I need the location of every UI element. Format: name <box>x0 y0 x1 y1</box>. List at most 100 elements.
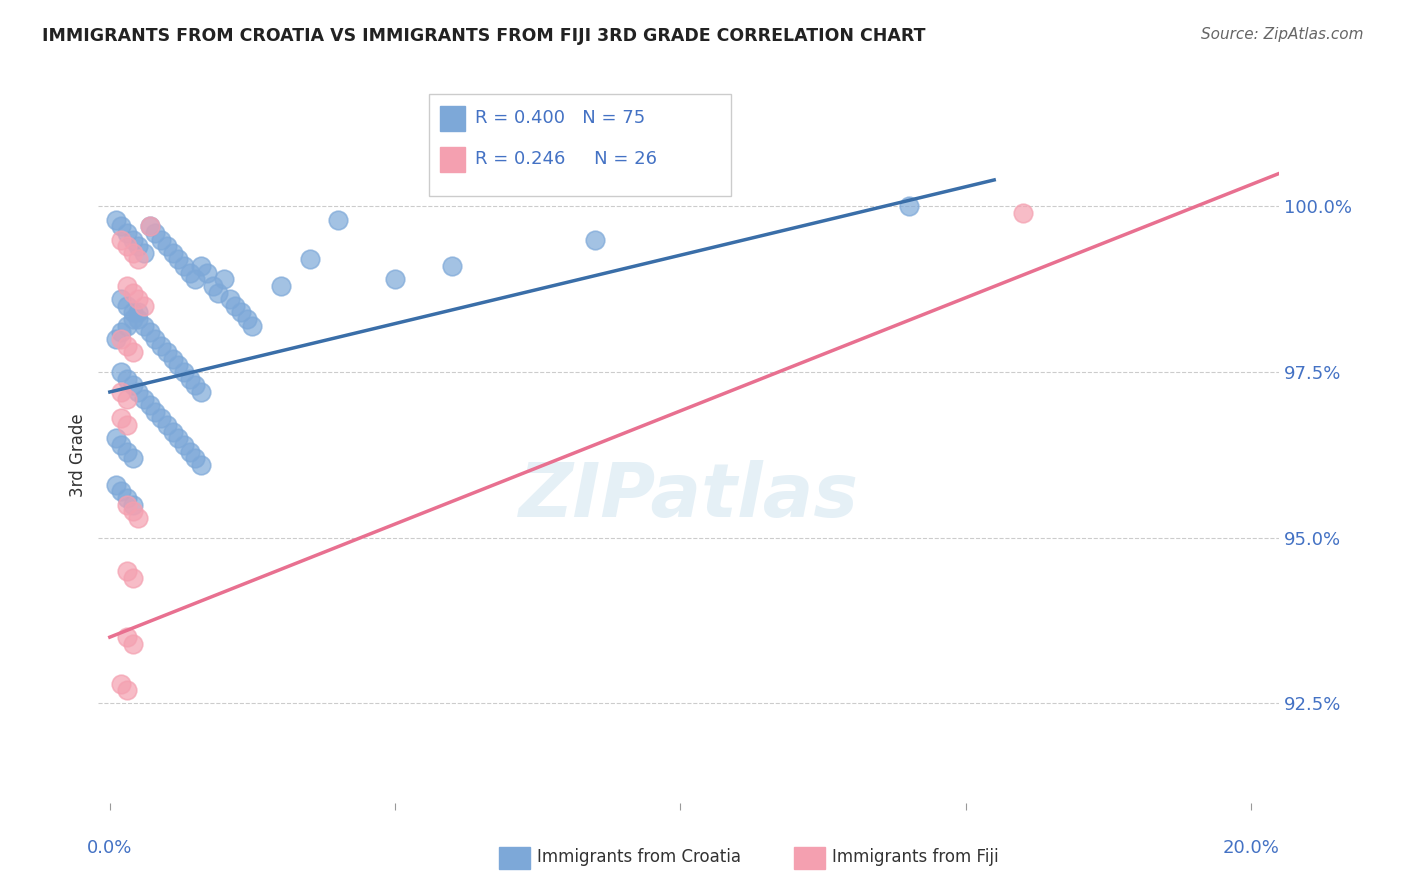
Point <box>162 245 184 260</box>
Point <box>127 384 149 399</box>
Point <box>121 305 143 319</box>
Point <box>127 239 149 253</box>
Point <box>236 312 259 326</box>
Point <box>121 345 143 359</box>
Point <box>121 378 143 392</box>
Point <box>298 252 321 267</box>
Point <box>173 438 195 452</box>
Point <box>115 372 138 386</box>
Point <box>195 266 218 280</box>
Text: R = 0.400   N = 75: R = 0.400 N = 75 <box>475 109 645 127</box>
Point <box>132 299 155 313</box>
Point <box>190 259 212 273</box>
Point <box>121 451 143 466</box>
Point <box>150 411 173 425</box>
Point <box>115 418 138 433</box>
Point <box>110 484 132 499</box>
Point <box>897 199 920 213</box>
Point <box>110 219 132 234</box>
Point <box>150 233 173 247</box>
Point <box>121 233 143 247</box>
Point <box>121 285 143 300</box>
Point <box>110 676 132 690</box>
Point <box>212 272 235 286</box>
Point <box>441 259 464 273</box>
Point <box>150 338 173 352</box>
Point <box>179 444 201 458</box>
Point <box>173 365 195 379</box>
Point <box>145 405 167 419</box>
Point <box>326 212 349 227</box>
Point <box>156 239 179 253</box>
Point <box>110 292 132 306</box>
Point <box>127 252 149 267</box>
Point <box>121 245 143 260</box>
Point <box>110 384 132 399</box>
Point <box>115 630 138 644</box>
Text: IMMIGRANTS FROM CROATIA VS IMMIGRANTS FROM FIJI 3RD GRADE CORRELATION CHART: IMMIGRANTS FROM CROATIA VS IMMIGRANTS FR… <box>42 27 925 45</box>
Point <box>224 299 246 313</box>
Point <box>139 219 162 234</box>
Point <box>110 332 132 346</box>
Point <box>184 378 207 392</box>
Point <box>184 272 207 286</box>
Point <box>121 312 143 326</box>
Point <box>115 239 138 253</box>
Point <box>179 266 201 280</box>
Point <box>127 305 149 319</box>
Point <box>104 431 127 445</box>
Point <box>139 326 162 340</box>
Point <box>156 418 179 433</box>
Point <box>145 332 167 346</box>
Point <box>104 477 127 491</box>
Point <box>110 365 132 379</box>
Point <box>184 451 207 466</box>
Point <box>162 425 184 439</box>
Point <box>115 338 138 352</box>
Point <box>132 318 155 333</box>
Point <box>218 292 240 306</box>
Point <box>127 292 149 306</box>
Point <box>179 372 201 386</box>
Point <box>115 392 138 406</box>
Point <box>1011 206 1033 220</box>
Point <box>127 312 149 326</box>
Point <box>121 637 143 651</box>
Point <box>115 491 138 505</box>
Point <box>145 226 167 240</box>
Point <box>132 245 155 260</box>
Point <box>242 318 264 333</box>
Point <box>201 279 224 293</box>
Point <box>139 398 162 412</box>
Point <box>121 570 143 584</box>
Point <box>110 233 132 247</box>
Point <box>115 299 138 313</box>
Point <box>121 498 143 512</box>
Point <box>115 564 138 578</box>
Text: Immigrants from Fiji: Immigrants from Fiji <box>832 848 1000 866</box>
Point <box>190 458 212 472</box>
Point <box>104 332 127 346</box>
Point <box>167 252 190 267</box>
Point <box>207 285 229 300</box>
Point <box>190 384 212 399</box>
Point <box>115 226 138 240</box>
Point <box>167 359 190 373</box>
Text: Source: ZipAtlas.com: Source: ZipAtlas.com <box>1201 27 1364 42</box>
Point <box>104 212 127 227</box>
Text: 20.0%: 20.0% <box>1222 839 1279 857</box>
Text: 0.0%: 0.0% <box>87 839 132 857</box>
Point <box>162 351 184 366</box>
Point <box>173 259 195 273</box>
Point <box>132 392 155 406</box>
Point <box>583 233 606 247</box>
Point <box>127 511 149 525</box>
Point <box>115 498 138 512</box>
Point <box>384 272 406 286</box>
Point <box>115 318 138 333</box>
Text: R = 0.246     N = 26: R = 0.246 N = 26 <box>475 150 657 168</box>
Text: Immigrants from Croatia: Immigrants from Croatia <box>537 848 741 866</box>
Point <box>270 279 292 293</box>
Point <box>110 326 132 340</box>
Text: ZIPatlas: ZIPatlas <box>519 460 859 533</box>
